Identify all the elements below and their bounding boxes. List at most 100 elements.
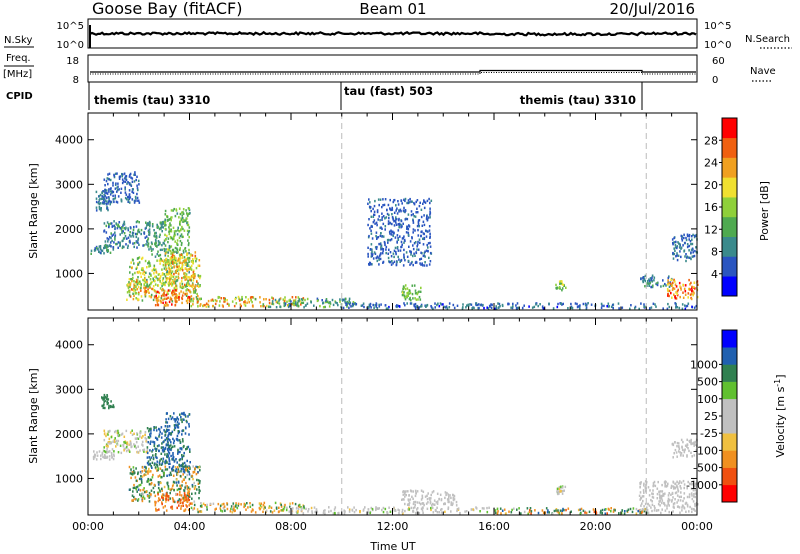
vel-cell — [112, 457, 115, 461]
vel-cell — [456, 508, 459, 511]
vel-cell — [426, 507, 429, 510]
vel-cell — [199, 480, 201, 483]
power-cell — [161, 273, 164, 276]
power-cell — [402, 287, 405, 291]
vel-cell — [167, 434, 170, 437]
vel-cell — [135, 479, 138, 482]
power-cell — [108, 172, 111, 175]
power-colorbar-segment — [722, 276, 737, 297]
power-cell — [178, 253, 181, 257]
power-cell — [119, 175, 122, 178]
vel-cell — [164, 433, 167, 436]
power-cell — [296, 303, 299, 306]
vel-cell — [172, 480, 175, 484]
power-cell — [386, 238, 389, 242]
vel-cell — [378, 507, 380, 510]
vel-cell — [166, 421, 169, 424]
power-cell — [134, 199, 136, 203]
power-cell — [175, 229, 177, 233]
power-cell — [667, 279, 669, 282]
power-cell — [175, 209, 178, 212]
power-cell — [171, 251, 173, 254]
power-cell — [482, 303, 484, 307]
power-cell — [140, 283, 142, 286]
vel-cell — [184, 498, 186, 501]
vel-cell — [693, 441, 696, 444]
power-cell — [167, 251, 170, 254]
power-cell — [173, 261, 175, 265]
vel-cell — [314, 510, 316, 514]
vel-cell — [686, 443, 689, 446]
vel-cell — [637, 509, 639, 513]
power-cell — [428, 256, 430, 260]
power-cell — [170, 274, 172, 277]
vel-cell — [159, 430, 161, 434]
power-cell — [667, 276, 670, 280]
power-cell — [110, 187, 112, 190]
power-cell — [164, 244, 167, 247]
power-cell — [391, 222, 393, 226]
power-cell — [379, 226, 381, 230]
power-colorbar-tick-label: 4 — [711, 268, 718, 281]
power-cell — [135, 297, 137, 300]
vel-cell — [106, 456, 109, 459]
vel-cell — [169, 448, 171, 451]
power-cell — [150, 247, 152, 250]
power-cell — [160, 227, 162, 230]
power-cell — [175, 298, 177, 301]
power-cell — [325, 298, 328, 301]
vel-cell — [179, 465, 181, 468]
power-cell — [163, 294, 165, 297]
vel-cell — [195, 465, 197, 469]
vel-cell — [100, 457, 102, 461]
power-cell — [174, 261, 177, 264]
vel-cell — [234, 505, 237, 508]
power-cell — [291, 296, 294, 299]
power-cell — [182, 212, 185, 215]
power-cell — [387, 256, 390, 260]
power-cell — [559, 287, 561, 290]
power-cell — [384, 243, 386, 247]
power-cell — [150, 273, 152, 276]
vel-cell — [448, 500, 450, 504]
power-cell — [141, 256, 144, 260]
power-cell — [147, 290, 149, 293]
vel-cell — [137, 499, 139, 502]
vel-cell — [120, 433, 123, 436]
vel-cell — [108, 450, 111, 453]
power-cell — [288, 299, 290, 302]
power-cell — [381, 205, 383, 209]
power-cell — [466, 304, 468, 307]
vel-cell — [672, 496, 674, 499]
vel-cell — [177, 452, 179, 455]
power-cell — [131, 233, 134, 237]
power-cell — [184, 263, 187, 266]
vel-cell — [188, 413, 191, 416]
vel-cell — [154, 502, 157, 505]
power-cell — [373, 210, 376, 213]
vel-cell — [657, 503, 660, 506]
power-cell — [108, 188, 110, 191]
xtick-label: 00:00 — [681, 520, 713, 533]
power-cell — [396, 246, 399, 249]
vel-cell — [185, 469, 187, 472]
vel-cell — [559, 490, 561, 493]
vel-cell — [221, 510, 224, 513]
power-cell — [185, 273, 188, 276]
vel-cell — [190, 506, 193, 510]
power-cell — [181, 211, 183, 214]
vel-cell — [666, 504, 668, 507]
vel-colorbar-segment — [722, 433, 737, 451]
power-cell — [184, 293, 187, 296]
vel-cell — [687, 480, 689, 484]
power-cell — [106, 192, 109, 195]
power-cell — [168, 279, 171, 282]
vel-cell — [141, 498, 143, 501]
vel-cell — [158, 508, 160, 511]
vel-cell — [414, 494, 417, 498]
power-cell — [115, 182, 117, 185]
power-cell — [169, 298, 172, 301]
vel-cell — [135, 486, 138, 489]
power-cell — [423, 223, 426, 227]
